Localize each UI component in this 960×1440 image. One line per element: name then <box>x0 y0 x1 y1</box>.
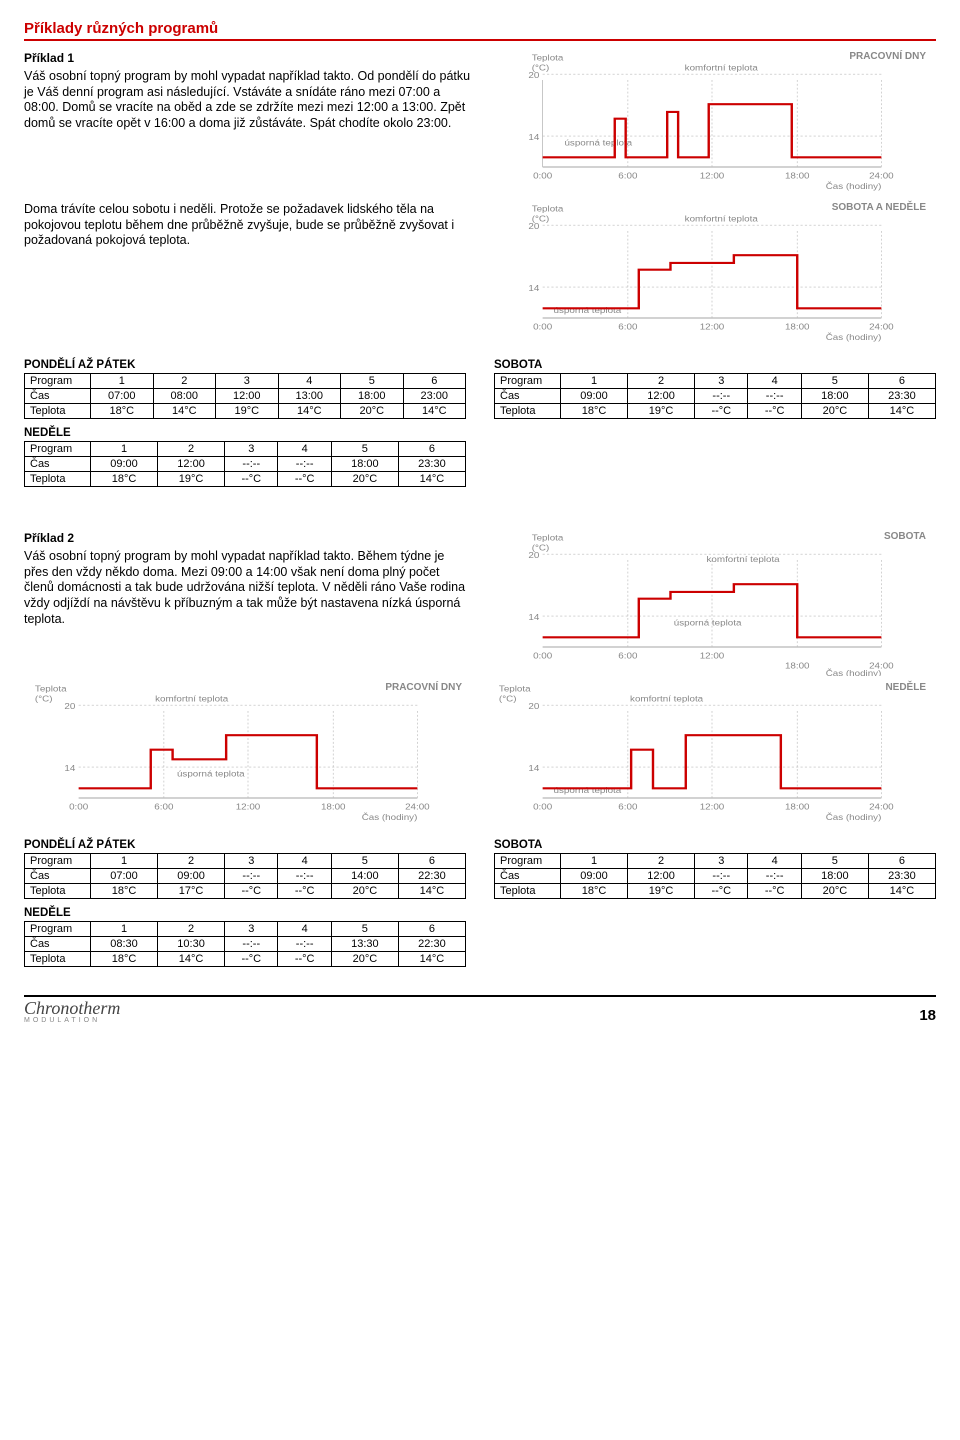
ex2-chart-saturday: SOBOTA Teplota (°C) 20 14 komfortní tepl… <box>488 531 936 676</box>
svg-text:komfortní teplota: komfortní teplota <box>685 214 759 223</box>
svg-text:úsporná teplota: úsporná teplota <box>554 786 623 795</box>
svg-text:(°C): (°C) <box>499 694 517 703</box>
svg-text:Teplota: Teplota <box>499 684 532 693</box>
svg-text:12:00: 12:00 <box>700 171 725 180</box>
ex2-head: Příklad 2 <box>24 531 472 545</box>
t1-sat-table: Program123456 Čas09:0012:00--:----:--18:… <box>494 373 936 419</box>
t1-sun-table: Program123456 Čas09:0012:00--:----:--18:… <box>24 441 466 487</box>
svg-text:20: 20 <box>528 551 539 560</box>
page-title: Příklady různých programů <box>24 20 936 41</box>
svg-text:14: 14 <box>528 763 539 772</box>
ex1-tables: PONDĚLÍ AŽ PÁTEK Program123456 Čas07:000… <box>24 351 936 487</box>
svg-text:14: 14 <box>528 132 539 141</box>
svg-text:6:00: 6:00 <box>618 802 637 811</box>
svg-text:18:00: 18:00 <box>321 802 346 811</box>
example-1-bottom-row: Doma trávíte celou sobotu i neděli. Prot… <box>24 202 936 347</box>
ex1-p1: Váš osobní topný program by mohl vypadat… <box>24 69 472 132</box>
footer-logo-subtitle: MODULATION <box>24 1017 120 1024</box>
svg-text:24:00: 24:00 <box>869 322 894 331</box>
svg-text:úsporná teplota: úsporná teplota <box>674 618 743 627</box>
svg-text:12:00: 12:00 <box>700 322 725 331</box>
svg-text:0:00: 0:00 <box>533 651 552 660</box>
svg-text:14: 14 <box>528 283 539 292</box>
svg-text:Teplota: Teplota <box>532 204 565 213</box>
example-2-top-row: Příklad 2 Váš osobní topný program by mo… <box>24 531 936 676</box>
ex2-tables: PONDĚLÍ AŽ PÁTEK Program123456 Čas07:000… <box>24 831 936 967</box>
svg-text:0:00: 0:00 <box>533 322 552 331</box>
svg-text:6:00: 6:00 <box>618 322 637 331</box>
svg-text:20: 20 <box>528 71 539 80</box>
svg-text:24:00: 24:00 <box>405 802 430 811</box>
svg-text:14: 14 <box>528 612 539 621</box>
t2-sun-head: NEDĚLE <box>24 907 466 919</box>
ex1-p2: Doma trávíte celou sobotu i neděli. Prot… <box>24 202 472 249</box>
ex2-chart-workdays: PRACOVNÍ DNY Teplota (°C) 20 14 komfortn… <box>24 682 472 827</box>
svg-text:6:00: 6:00 <box>618 171 637 180</box>
svg-text:18:00: 18:00 <box>785 171 810 180</box>
t1-sun-head: NEDĚLE <box>24 427 466 439</box>
svg-text:komfortní teplota: komfortní teplota <box>707 554 781 563</box>
svg-text:Teplota: Teplota <box>532 53 565 62</box>
example-1-top-row: Příklad 1 Váš osobní topný program by mo… <box>24 51 936 196</box>
svg-text:Čas (hodiny): Čas (hodiny) <box>826 669 882 676</box>
svg-text:(°C): (°C) <box>35 694 53 703</box>
svg-text:0:00: 0:00 <box>533 171 552 180</box>
svg-text:18:00: 18:00 <box>785 661 810 670</box>
svg-text:Čas (hodiny): Čas (hodiny) <box>362 813 418 822</box>
svg-text:18:00: 18:00 <box>785 802 810 811</box>
t2-monfri-head: PONDĚLÍ AŽ PÁTEK <box>24 839 466 851</box>
ex1-chart-workdays: PRACOVNÍ DNY Teplota (°C) 20 14 komfortn… <box>488 51 936 196</box>
ex1-chart-weekend: SOBOTA A NEDĚLE Teplota (°C) 20 14 komfo… <box>488 202 936 347</box>
t2-sun-table: Program123456 Čas08:3010:30--:----:--13:… <box>24 921 466 967</box>
page-number: 18 <box>919 1007 936 1024</box>
svg-text:Teplota: Teplota <box>35 684 68 693</box>
svg-text:6:00: 6:00 <box>154 802 173 811</box>
ex2-p1: Váš osobní topný program by mohl vypadat… <box>24 549 472 627</box>
svg-text:20: 20 <box>528 222 539 231</box>
svg-text:20: 20 <box>64 702 75 711</box>
svg-text:úsporná teplota: úsporná teplota <box>564 138 633 147</box>
footer-logo: Chronotherm <box>24 999 120 1017</box>
svg-text:komfortní teplota: komfortní teplota <box>630 694 704 703</box>
svg-text:Čas (hodiny): Čas (hodiny) <box>826 333 882 342</box>
example-2-bottom-charts: PRACOVNÍ DNY Teplota (°C) 20 14 komfortn… <box>24 682 936 827</box>
t1-monfri-table: Program123456 Čas07:0008:0012:0013:0018:… <box>24 373 466 419</box>
t2-sat-table: Program123456 Čas09:0012:00--:----:--18:… <box>494 853 936 899</box>
t1-monfri-head: PONDĚLÍ AŽ PÁTEK <box>24 359 466 371</box>
svg-text:úsporná teplota: úsporná teplota <box>177 769 246 778</box>
ex1-head: Příklad 1 <box>24 51 472 65</box>
svg-text:6:00: 6:00 <box>618 651 637 660</box>
svg-text:14: 14 <box>64 763 75 772</box>
svg-text:24:00: 24:00 <box>869 171 894 180</box>
ex2-chart-sunday: NEDĚLE Teplota (°C) 20 14 komfortní tepl… <box>488 682 936 827</box>
svg-text:12:00: 12:00 <box>236 802 261 811</box>
svg-text:komfortní teplota: komfortní teplota <box>155 694 229 703</box>
svg-text:úsporná teplota: úsporná teplota <box>554 306 623 315</box>
svg-text:komfortní teplota: komfortní teplota <box>685 63 759 72</box>
svg-text:0:00: 0:00 <box>533 802 552 811</box>
t1-sat-head: SOBOTA <box>494 359 936 371</box>
t2-monfri-table: Program123456 Čas07:0009:00--:----:--14:… <box>24 853 466 899</box>
svg-text:20: 20 <box>528 702 539 711</box>
svg-text:12:00: 12:00 <box>700 802 725 811</box>
svg-text:24:00: 24:00 <box>869 802 894 811</box>
svg-text:12:00: 12:00 <box>700 651 725 660</box>
t2-sat-head: SOBOTA <box>494 839 936 851</box>
svg-text:Čas (hodiny): Čas (hodiny) <box>826 182 882 191</box>
svg-text:Čas (hodiny): Čas (hodiny) <box>826 813 882 822</box>
svg-text:18:00: 18:00 <box>785 322 810 331</box>
page-footer: Chronotherm MODULATION 18 <box>24 995 936 1024</box>
svg-text:0:00: 0:00 <box>69 802 88 811</box>
svg-text:Teplota: Teplota <box>532 533 565 542</box>
